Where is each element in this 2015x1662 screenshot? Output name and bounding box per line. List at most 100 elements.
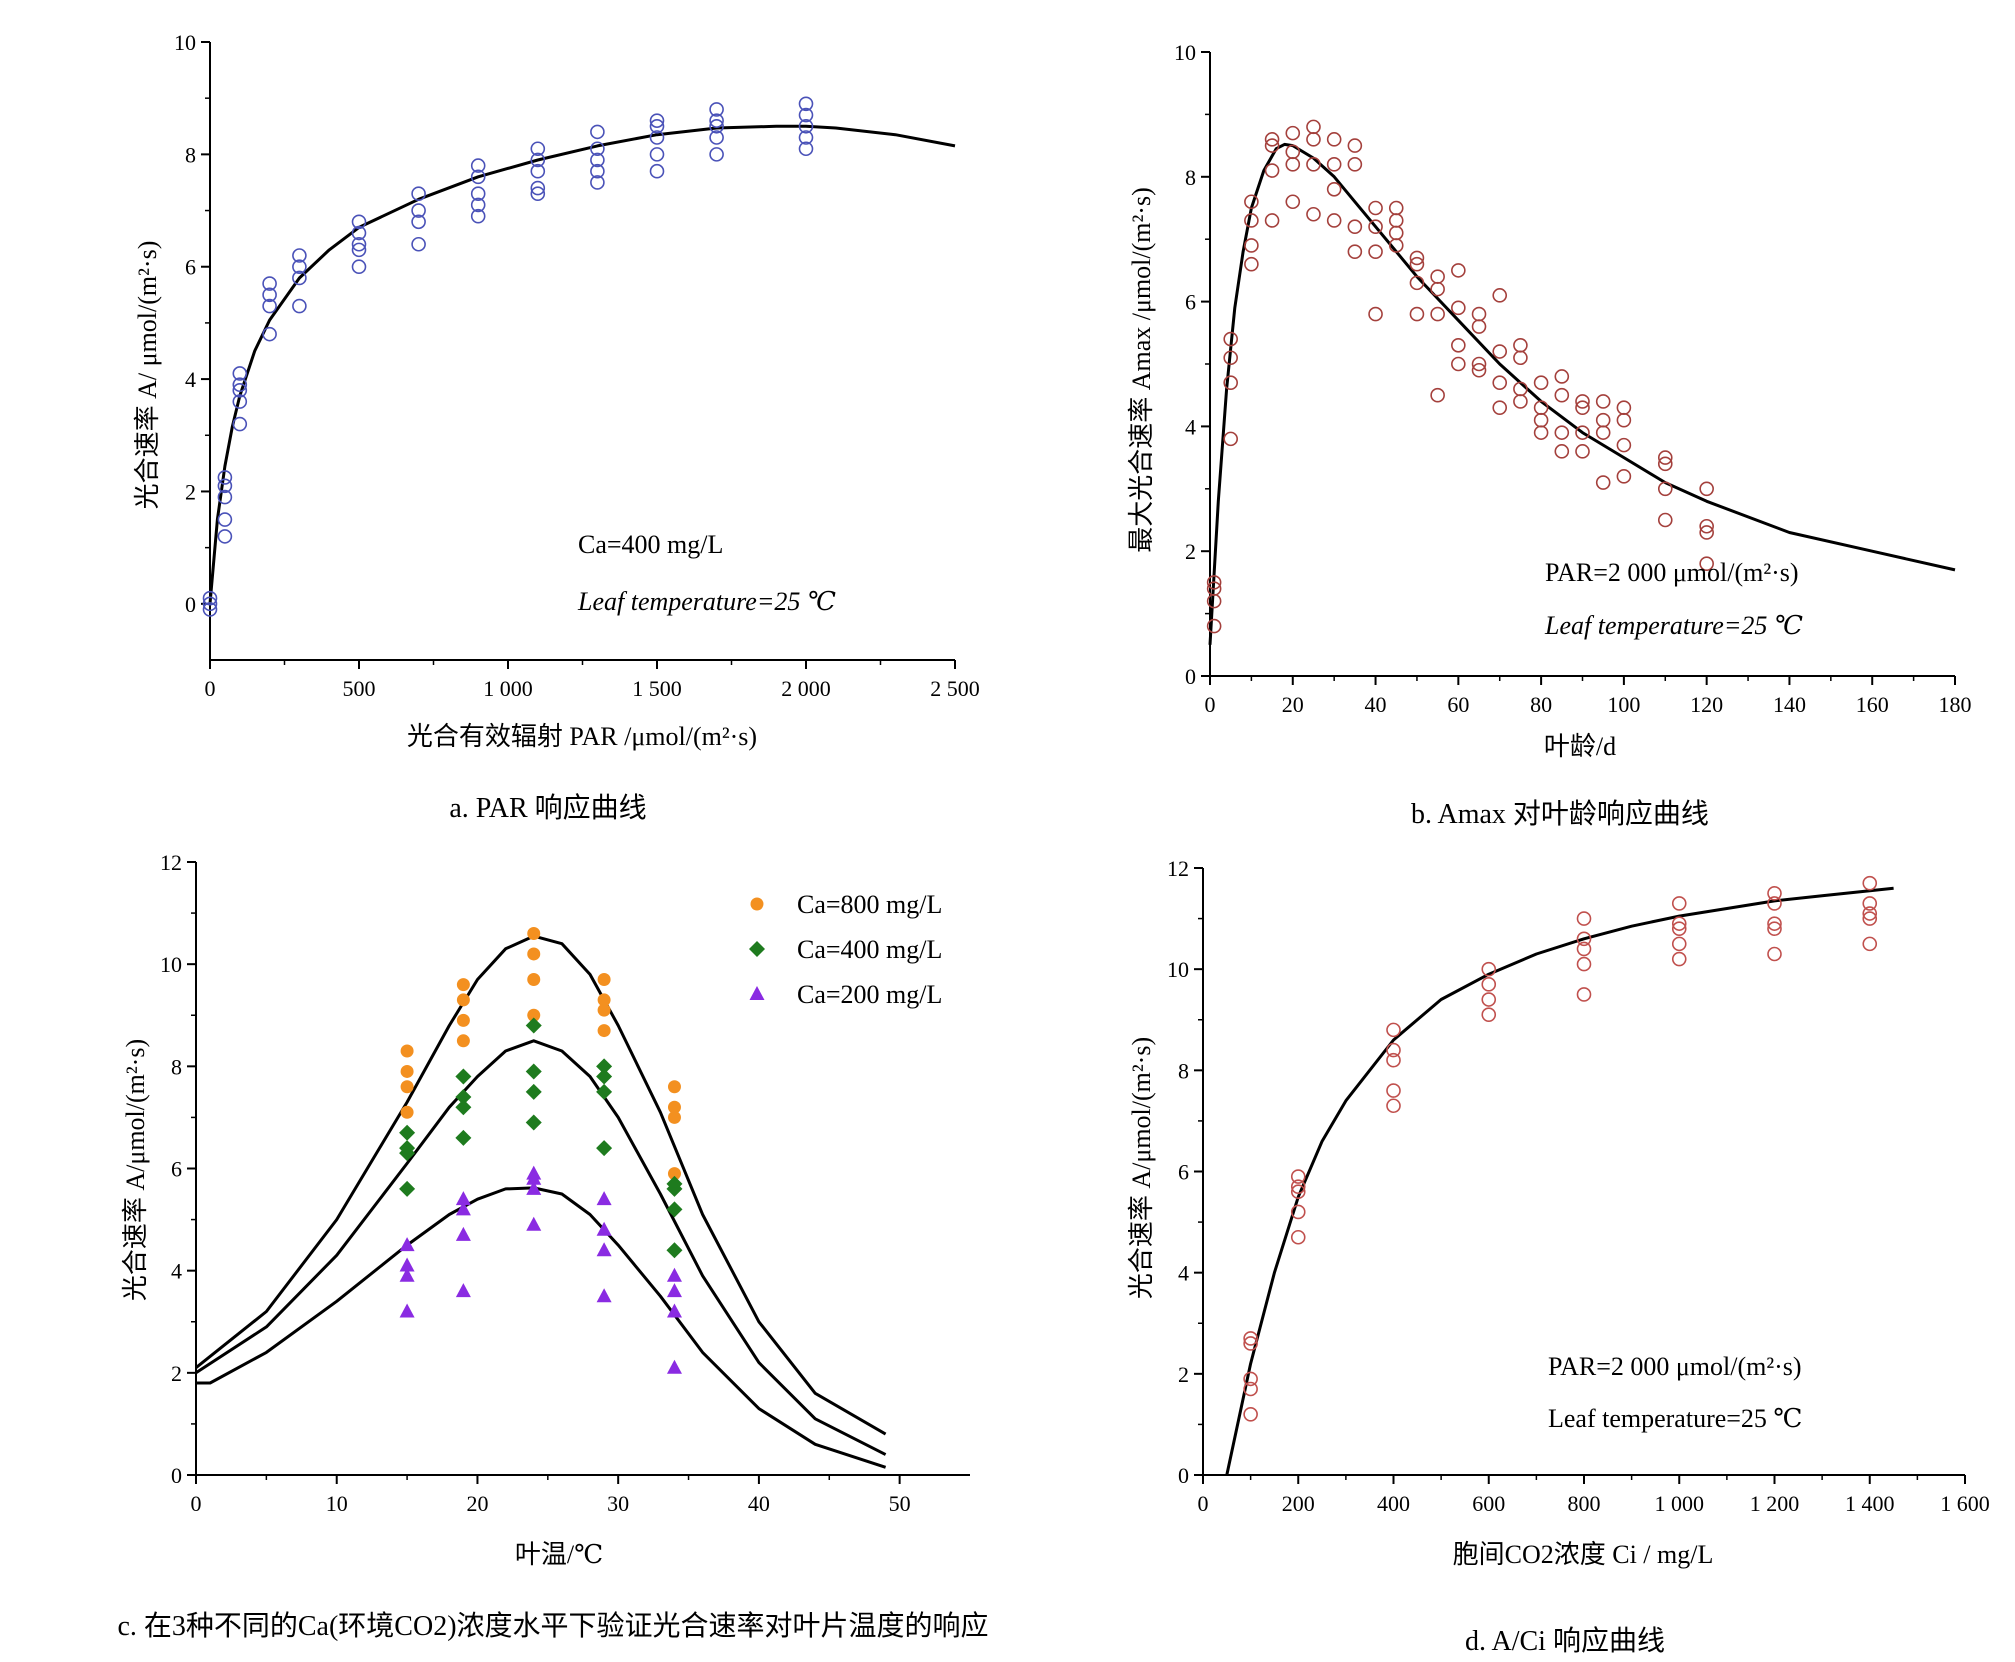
data-point [1388,213,1404,228]
data-point [1430,281,1445,297]
panel-a-caption: a. PAR 响应曲线 [449,792,646,824]
x-tick-label: 0 [1205,692,1216,717]
data-point [1862,875,1878,891]
data-point [530,163,546,179]
data-point [262,287,277,303]
panel-a-ylabel: 光合速率 A/ μmol/(m²·s) [133,241,162,510]
data-point [1264,132,1280,147]
data-point [399,1180,416,1197]
data-point [1306,157,1321,172]
data-point [400,1105,414,1119]
data-point [1595,425,1611,440]
data-point [1206,575,1222,590]
data-point [217,489,233,505]
data-point [1671,916,1687,931]
data-point [1326,132,1342,147]
data-point [597,972,611,986]
y-tick-label: 12 [1167,856,1189,881]
data-point [798,141,814,157]
data-point [456,993,470,1007]
data-point [1481,961,1497,977]
x-tick-label: 30 [607,1491,629,1516]
data-point [1513,350,1528,366]
fit-curve-2 [195,1039,887,1456]
data-point [1767,896,1782,911]
panel-b-plot [1206,52,1956,677]
data-point [470,158,486,173]
data-point [1409,250,1425,266]
legend-label: Ca=200 mg/L [797,980,942,1009]
panel-c: 0 10 20 30 40 50 0 2 4 6 8 10 12 Ca=800 mg/L Ca=400 m… [117,850,988,1642]
data-point [1386,1042,1401,1058]
fit-curve-1 [195,934,887,1436]
data-point [798,130,814,145]
panel-a-ticks: 0 500 1 000 1 500 2 000 2 500 0 2 4 6 8 10 [174,30,980,701]
data-point [1430,269,1445,284]
data-point [1386,1052,1401,1068]
data-point [666,1303,682,1318]
panel-a-annotation-ca: Ca=400 mg/L [578,530,723,559]
data-point [525,1114,542,1131]
y-tick-label: 2 [1178,1362,1189,1387]
data-point [1767,946,1782,962]
data-point [351,225,367,241]
data-point [217,478,233,494]
data-point [1223,331,1238,347]
panel-d-annotation-par: PAR=2 000 μmol/(m²·s) [1548,1352,1802,1381]
data-point [1657,512,1673,528]
x-tick-label: 1 500 [632,676,682,701]
data-point [527,1008,541,1022]
legend-label: Ca=800 mg/L [797,890,942,919]
data-point [399,1237,415,1252]
panel-c-axes [195,862,970,1476]
data-point [1767,921,1782,937]
legend-marker [749,941,765,957]
data-point [1576,956,1592,972]
data-point [455,1129,472,1146]
panel-d-ylabel: 光合速率 A/μmol/(m²·s) [1127,1037,1156,1299]
data-point [649,147,665,162]
x-tick-label: 1 200 [1750,1491,1800,1516]
data-point [1575,400,1590,415]
x-tick-label: 1 000 [483,676,533,701]
data-point [1699,518,1714,534]
data-point [455,1201,471,1216]
data-point [1326,157,1342,172]
panel-d-ticks: 0 200 400 600 800 1 000 1 200 1 400 1 600 0 2 4 6 8 10… [1167,856,1990,1516]
data-point [1386,1098,1401,1114]
data-point [1326,213,1342,228]
data-point [1264,213,1280,228]
data-point [1862,896,1878,911]
data-point [400,1044,414,1058]
data-point [1368,219,1383,235]
data-point [590,141,605,157]
y-tick-label: 4 [171,1259,182,1284]
panel-a-plot [202,42,956,661]
data-point [526,1170,542,1185]
data-point [1767,885,1782,901]
panel-c-ylabel: 光合速率 A/μmol/(m²·s) [121,1039,150,1301]
data-point [1243,1336,1258,1351]
data-point [1576,911,1592,926]
y-tick-label: 10 [160,952,182,977]
data-point [1347,244,1363,259]
data-point [202,590,218,606]
data-point [232,383,248,398]
panel-b-ticks: 0 20 40 60 80 100 120 140 160 180 0 2 4 6 8 10 [1174,40,1972,717]
data-point [455,1226,471,1241]
data-point [1533,412,1549,428]
panel-c-ticks: 0 10 20 30 40 50 0 2 4 6 8 10 12 [160,850,911,1516]
fit-curve-3 [196,1186,887,1469]
data-point [1409,256,1425,272]
y-tick-label: 10 [1167,957,1189,982]
data-point [1657,450,1673,465]
data-point [596,1140,613,1157]
data-point [1616,412,1632,428]
y-tick-label: 4 [1178,1261,1189,1286]
data-point [1243,1381,1258,1397]
data-point [351,236,367,252]
data-point [667,1100,681,1114]
data-point [1595,475,1611,490]
x-tick-label: 40 [748,1491,770,1516]
